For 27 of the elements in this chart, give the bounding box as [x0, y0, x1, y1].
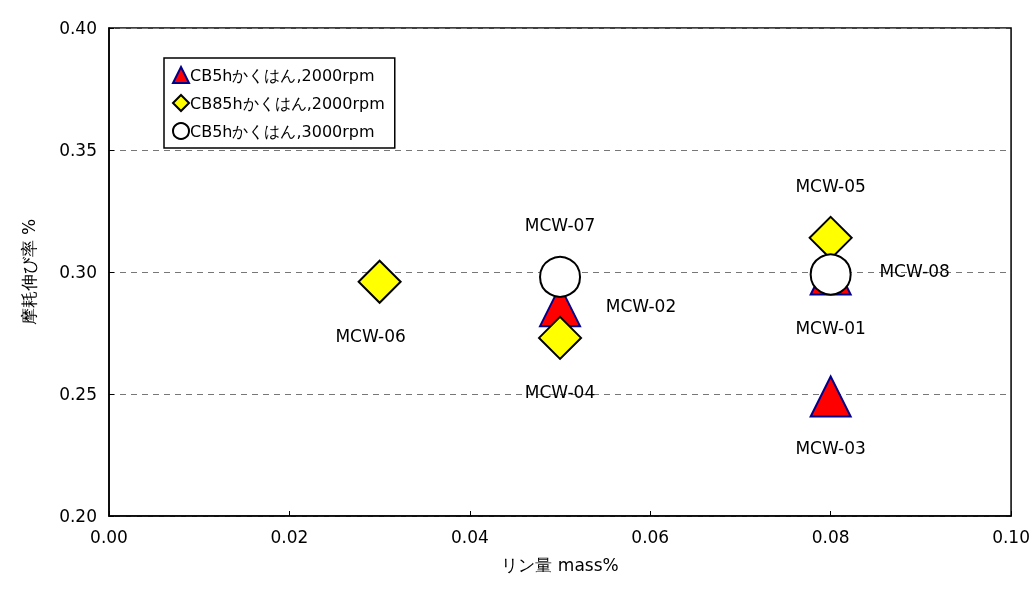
y-tick-label: 0.35	[59, 140, 97, 160]
annotation: MCW-01	[795, 318, 866, 339]
x-tick-label: 0.06	[631, 526, 670, 547]
y-tick-label: 0.25	[59, 384, 97, 404]
y-axis-title: 摩耗伸び率 %	[18, 218, 39, 326]
x-tick-label: 0.00	[90, 526, 128, 547]
annotation: MCW-04	[524, 381, 596, 402]
x-tick-label: 0.04	[450, 526, 489, 547]
annotation: MCW-08	[879, 261, 950, 282]
y-tick-label: 0.20	[59, 506, 97, 526]
x-axis-title: リン量 mass%	[501, 554, 619, 575]
x-tick-label: 0.02	[270, 526, 309, 547]
annotation: MCW-07	[524, 214, 596, 235]
point	[538, 315, 583, 360]
annotation: MCW-03	[795, 438, 866, 459]
point	[357, 259, 402, 304]
point	[809, 375, 852, 418]
annotation: MCW-05	[795, 175, 866, 196]
x-tick-label: 0.08	[811, 526, 850, 547]
annotation: MCW-06	[335, 325, 406, 346]
y-tick-label: 0.40	[59, 18, 97, 38]
annotation: MCW-02	[605, 296, 677, 317]
y-tick-label: 0.30	[59, 262, 97, 282]
legend-label: CB5hかくはん,3000rpm	[190, 121, 375, 141]
legend-label: CB85hかくはん,2000rpm	[190, 93, 385, 113]
legend-label: CB5hかくはん,2000rpm	[190, 65, 375, 85]
x-tick-label: 0.10	[992, 526, 1030, 547]
